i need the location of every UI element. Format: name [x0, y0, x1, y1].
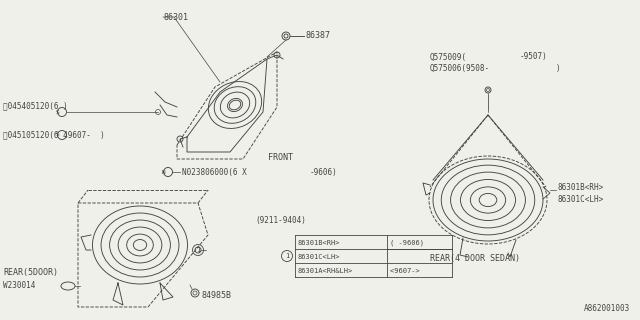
Text: 86301: 86301	[163, 12, 188, 21]
Text: (9211-9404): (9211-9404)	[255, 215, 306, 225]
Text: REAR(5DOOR): REAR(5DOOR)	[3, 268, 58, 276]
Text: W230014: W230014	[3, 282, 35, 291]
Text: <9607->: <9607->	[390, 268, 424, 274]
Text: 86301B<RH>: 86301B<RH>	[558, 182, 604, 191]
Text: 86387: 86387	[306, 30, 331, 39]
Text: REAR(4 DOOR SEDAN): REAR(4 DOOR SEDAN)	[430, 253, 520, 262]
Text: N023806000(6 X: N023806000(6 X	[182, 167, 247, 177]
Text: S: S	[56, 109, 60, 115]
Text: -9507): -9507)	[520, 52, 548, 61]
Text: Q575009(: Q575009(	[430, 52, 467, 61]
Text: S: S	[56, 132, 60, 138]
Text: N: N	[161, 170, 165, 174]
Text: 1: 1	[285, 253, 289, 259]
Text: 86301A<RH&LH>: 86301A<RH&LH>	[298, 268, 353, 274]
Text: ): )	[556, 63, 561, 73]
Text: 86301B<RH>: 86301B<RH>	[298, 240, 340, 246]
Text: FRONT: FRONT	[268, 154, 293, 163]
Text: Ⓢ045105120(6 49607-  ): Ⓢ045105120(6 49607- )	[3, 131, 105, 140]
Text: 84985B: 84985B	[201, 291, 231, 300]
Text: ( -9606): ( -9606)	[390, 239, 424, 246]
Text: 86301C<LH>: 86301C<LH>	[298, 254, 340, 260]
Text: Q575006(9508-: Q575006(9508-	[430, 63, 490, 73]
Text: Ⓢ045405120(6 ): Ⓢ045405120(6 )	[3, 101, 68, 110]
Text: 1: 1	[196, 247, 200, 253]
Text: 86301C<LH>: 86301C<LH>	[558, 195, 604, 204]
Text: -9606): -9606)	[310, 167, 338, 177]
Text: A862001003: A862001003	[584, 304, 630, 313]
